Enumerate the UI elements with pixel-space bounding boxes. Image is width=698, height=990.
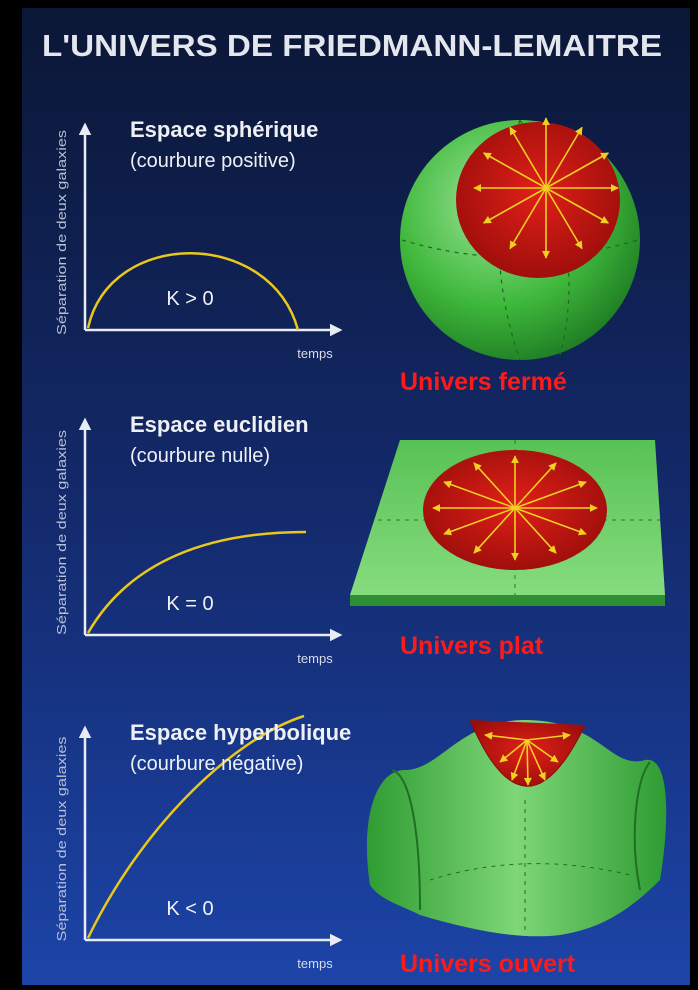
subheading: (courbure nulle) xyxy=(130,445,270,467)
arrow xyxy=(484,731,528,741)
arrow xyxy=(510,739,528,781)
heading: Espace euclidien xyxy=(130,412,309,437)
arrow xyxy=(482,152,547,189)
arrow xyxy=(523,739,532,786)
curve xyxy=(86,714,305,939)
flat-illustration xyxy=(350,440,665,606)
universe-label: Univers ouvert xyxy=(400,950,576,978)
arrow xyxy=(545,187,583,250)
arrow xyxy=(526,731,571,741)
arrow xyxy=(514,507,557,554)
heading: Espace sphérique xyxy=(130,117,318,142)
arrow xyxy=(545,152,610,189)
universe-label: Univers plat xyxy=(400,632,544,660)
graph-panel: Séparation de deux galaxies Espace euclid… xyxy=(54,412,544,666)
universe-label: Univers fermé xyxy=(400,368,567,396)
x-axis-label: temps xyxy=(297,651,333,666)
sphere-illustration xyxy=(400,117,640,361)
curvature-label: K < 0 xyxy=(166,898,213,920)
heading: Espace hyperbolique xyxy=(130,720,351,745)
curvature-label: K = 0 xyxy=(166,593,213,615)
arrow xyxy=(545,187,610,224)
arrows xyxy=(473,117,619,259)
arrows xyxy=(484,731,571,786)
x-axis-label: temps xyxy=(297,956,333,971)
arrow xyxy=(443,507,516,536)
saddle-fold xyxy=(391,769,421,911)
arrow xyxy=(514,462,557,509)
arrow xyxy=(482,187,547,224)
panels: Séparation de deux galaxies Espace sphéri… xyxy=(54,117,576,978)
arrow xyxy=(526,739,546,781)
y-axis-label: Séparation de deux galaxies xyxy=(54,129,69,335)
arrow xyxy=(509,187,547,250)
arrow xyxy=(526,739,559,763)
arrow xyxy=(473,507,516,554)
y-axis-label: Séparation de deux galaxies xyxy=(54,736,69,942)
graph-panel: Séparation de deux galaxies Espace hyperb… xyxy=(54,714,576,978)
arrow xyxy=(499,739,528,763)
curvature-label: K > 0 xyxy=(166,288,213,310)
arrow xyxy=(514,507,587,536)
arrow xyxy=(514,480,587,509)
arrow xyxy=(545,126,583,189)
arrow xyxy=(509,126,547,189)
arrow xyxy=(473,462,516,509)
arrows xyxy=(432,455,598,561)
arrow xyxy=(443,480,516,509)
saddle-grid xyxy=(429,800,631,930)
curve xyxy=(86,252,300,331)
saddle-fold xyxy=(633,761,651,891)
saddle xyxy=(366,720,667,937)
subheading: (courbure positive) xyxy=(130,150,296,172)
x-axis-label: temps xyxy=(297,346,333,361)
plane-edge xyxy=(350,595,665,606)
saddle-illustration xyxy=(366,719,667,937)
subheading: (courbure négative) xyxy=(130,753,303,775)
y-axis-label: Séparation de deux galaxies xyxy=(54,429,69,635)
title: L'UNIVERS DE FRIEDMANN-LEMAITRE xyxy=(42,28,662,63)
graph-panel: Séparation de deux galaxies Espace sphéri… xyxy=(54,117,567,396)
curve xyxy=(86,530,307,634)
